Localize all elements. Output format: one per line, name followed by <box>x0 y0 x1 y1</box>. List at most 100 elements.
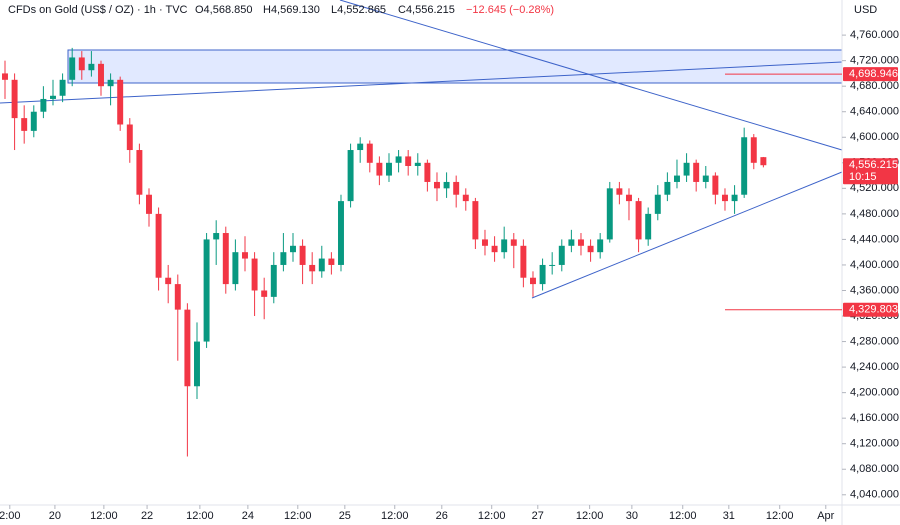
candle-body <box>309 264 316 272</box>
price-label-box <box>843 67 898 82</box>
candle-body <box>146 194 152 214</box>
candle <box>386 153 392 182</box>
candle-body <box>126 124 133 151</box>
candle-body <box>654 194 661 214</box>
candle-body <box>741 137 748 195</box>
y-tick-label: 4,080.000 <box>850 463 899 475</box>
price-label-box <box>843 158 898 185</box>
candle-body <box>136 150 143 195</box>
candle-body <box>117 79 124 125</box>
candle-body <box>165 277 172 285</box>
candle-body <box>510 239 517 246</box>
y-tick-label: 4,120.000 <box>850 438 899 450</box>
candle-body <box>232 252 239 285</box>
x-tick-label: 12:00 <box>669 510 697 522</box>
bar-countdown: 10:15 <box>849 171 877 183</box>
x-tick-label: 30 <box>626 510 638 522</box>
candle-body <box>280 252 287 265</box>
candle-body <box>482 239 488 246</box>
ohlc-open: O4,568.850 <box>195 4 253 16</box>
candle-body <box>501 239 508 253</box>
x-tick-label: 12:00 <box>90 510 118 522</box>
candle-body <box>606 188 613 240</box>
price-label-box <box>843 302 898 317</box>
candle-body <box>405 156 412 166</box>
candle-body <box>376 162 383 176</box>
candle-body <box>520 245 527 278</box>
candle-body <box>616 188 623 195</box>
plot-area <box>0 0 843 299</box>
y-tick-label: 4,440.000 <box>850 233 899 245</box>
x-tick-label: 22 <box>141 510 153 522</box>
candle <box>338 194 344 272</box>
candle-body <box>549 264 556 266</box>
price-change: −12.645 (−0.28%) <box>466 4 554 16</box>
candle <box>146 188 152 227</box>
candle-body <box>414 162 421 166</box>
candle <box>88 51 95 77</box>
candle <box>635 197 642 253</box>
candle <box>280 233 287 272</box>
candle <box>194 322 200 400</box>
candle-body <box>434 181 440 189</box>
candle-body <box>78 57 85 71</box>
candle <box>549 252 556 275</box>
y-tick-label: 4,400.000 <box>850 259 899 271</box>
candle <box>222 226 229 294</box>
candle <box>424 159 431 192</box>
candle <box>107 73 114 106</box>
candle <box>405 150 412 176</box>
candle <box>213 220 220 265</box>
candle <box>482 229 488 256</box>
candle <box>731 185 738 214</box>
candle <box>78 51 85 80</box>
candle <box>558 239 565 272</box>
price-label: 4,556.215 <box>849 159 898 171</box>
x-tick-label: 12:00 <box>381 510 409 522</box>
candle <box>11 73 18 151</box>
candle <box>530 271 536 297</box>
candle-body <box>693 162 700 182</box>
symbol-title: CFDs on Gold (US$ / OZ) · 1h · TVC <box>8 4 188 16</box>
candle <box>290 233 296 262</box>
y-tick-label: 4,640.000 <box>850 106 899 118</box>
candle <box>491 236 498 262</box>
candle <box>2 60 8 99</box>
candle <box>299 239 306 285</box>
candle <box>40 86 47 119</box>
ohlc-high: H4,569.130 <box>263 4 320 16</box>
candle-body <box>587 245 594 253</box>
candle <box>126 118 133 163</box>
candle-body <box>731 194 738 202</box>
candle-body <box>347 150 354 202</box>
candle <box>626 188 632 221</box>
candle-body <box>242 252 248 259</box>
candle <box>587 239 594 262</box>
x-tick-label: Apr <box>817 510 834 522</box>
candle-body <box>30 111 37 131</box>
candle <box>453 175 460 208</box>
candle-body <box>674 175 680 182</box>
candle <box>98 60 104 96</box>
y-tick-label: 4,200.000 <box>850 387 899 399</box>
candle-body <box>366 143 373 163</box>
y-tick-label: 4,280.000 <box>850 335 899 347</box>
candle <box>578 233 584 256</box>
candle <box>693 159 700 192</box>
candle-body <box>338 201 344 265</box>
y-tick-label: 4,240.000 <box>850 361 899 373</box>
y-tick-label: 4,680.000 <box>850 80 899 92</box>
x-tick-label: 27 <box>532 510 544 522</box>
candle <box>328 252 335 275</box>
candle-body <box>386 162 392 176</box>
candle-body <box>472 201 479 240</box>
candle <box>261 277 268 320</box>
candle <box>664 172 671 202</box>
candle <box>242 236 248 272</box>
candle-body <box>21 118 28 131</box>
candle <box>357 137 364 163</box>
candle-body <box>712 175 719 195</box>
candle <box>165 264 172 304</box>
